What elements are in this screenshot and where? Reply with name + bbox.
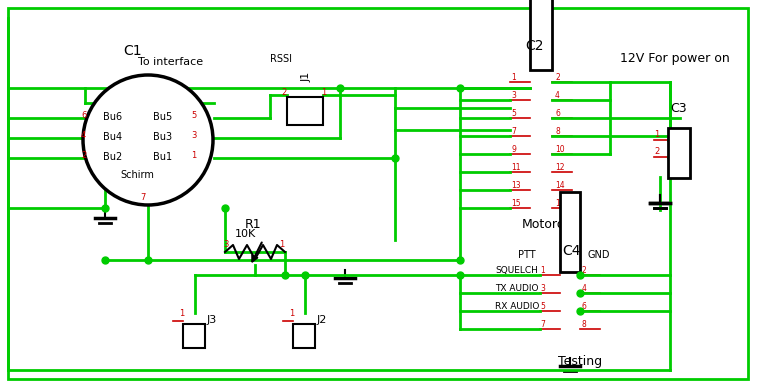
Text: 1: 1 <box>179 309 184 318</box>
Text: 2: 2 <box>81 151 86 160</box>
Text: PTT: PTT <box>518 250 535 260</box>
Text: 1: 1 <box>540 266 545 275</box>
Text: Bu5: Bu5 <box>153 112 172 122</box>
Text: 5: 5 <box>191 111 197 120</box>
Text: 5: 5 <box>511 109 516 118</box>
Text: 3: 3 <box>223 240 228 249</box>
Text: C1: C1 <box>123 44 141 58</box>
Text: 2: 2 <box>555 73 560 82</box>
Text: 15: 15 <box>511 199 521 208</box>
Text: 1: 1 <box>654 130 659 139</box>
Text: TX AUDIO: TX AUDIO <box>495 284 538 293</box>
Text: J3: J3 <box>207 315 217 325</box>
Text: SQUELCH: SQUELCH <box>495 266 538 275</box>
Text: Bu1: Bu1 <box>153 152 172 162</box>
Text: 13: 13 <box>511 181 521 190</box>
Text: 11: 11 <box>511 163 521 172</box>
Text: RX AUDIO: RX AUDIO <box>495 302 539 311</box>
Text: 4: 4 <box>81 131 86 140</box>
Text: 1: 1 <box>321 88 326 97</box>
Bar <box>560 192 580 272</box>
Text: J2: J2 <box>317 315 327 325</box>
Text: 10: 10 <box>555 145 564 154</box>
Text: RSSI: RSSI <box>270 54 292 64</box>
Text: 1: 1 <box>279 240 284 249</box>
Text: 6: 6 <box>582 302 587 311</box>
Text: 2: 2 <box>654 147 659 156</box>
Text: Testing: Testing <box>558 355 602 368</box>
Text: 5: 5 <box>540 302 545 311</box>
Text: 12V For power on: 12V For power on <box>620 52 730 65</box>
Bar <box>183 324 205 348</box>
Text: Bu4: Bu4 <box>103 132 122 142</box>
Text: 2: 2 <box>281 88 286 97</box>
Text: 2: 2 <box>582 266 587 275</box>
Text: J1: J1 <box>302 72 312 82</box>
Text: Schirm: Schirm <box>120 170 154 180</box>
Text: 7: 7 <box>511 127 516 136</box>
Text: 6: 6 <box>555 109 560 118</box>
Text: 14: 14 <box>555 181 564 190</box>
Text: GND: GND <box>588 250 611 260</box>
Text: C3: C3 <box>670 102 687 115</box>
Circle shape <box>83 75 213 205</box>
Bar <box>287 97 323 125</box>
Text: 3: 3 <box>540 284 545 293</box>
Text: 9: 9 <box>511 145 516 154</box>
Text: 16: 16 <box>555 199 564 208</box>
Text: 1: 1 <box>289 309 294 318</box>
Text: 7: 7 <box>540 320 545 329</box>
Text: 8: 8 <box>582 320 587 329</box>
Text: 3: 3 <box>191 131 197 140</box>
Text: 8: 8 <box>555 127 560 136</box>
Text: Motorola: Motorola <box>522 218 577 231</box>
Text: 12: 12 <box>555 163 564 172</box>
Bar <box>293 324 315 348</box>
Text: 1: 1 <box>191 151 197 160</box>
Text: Bu3: Bu3 <box>153 132 172 142</box>
Bar <box>530 0 552 70</box>
Text: 1: 1 <box>511 73 516 82</box>
Text: C2: C2 <box>525 39 544 53</box>
Text: 7: 7 <box>140 193 145 202</box>
Text: R1: R1 <box>245 218 262 231</box>
Text: 4: 4 <box>555 91 560 100</box>
Text: 10K: 10K <box>235 229 257 239</box>
Text: Bu6: Bu6 <box>103 112 122 122</box>
Bar <box>668 128 690 178</box>
Text: 3: 3 <box>511 91 516 100</box>
Text: Bu2: Bu2 <box>103 152 122 162</box>
Text: 6: 6 <box>81 111 86 120</box>
Text: 4: 4 <box>582 284 587 293</box>
Text: To interface: To interface <box>138 57 203 67</box>
Text: C4: C4 <box>562 244 581 258</box>
